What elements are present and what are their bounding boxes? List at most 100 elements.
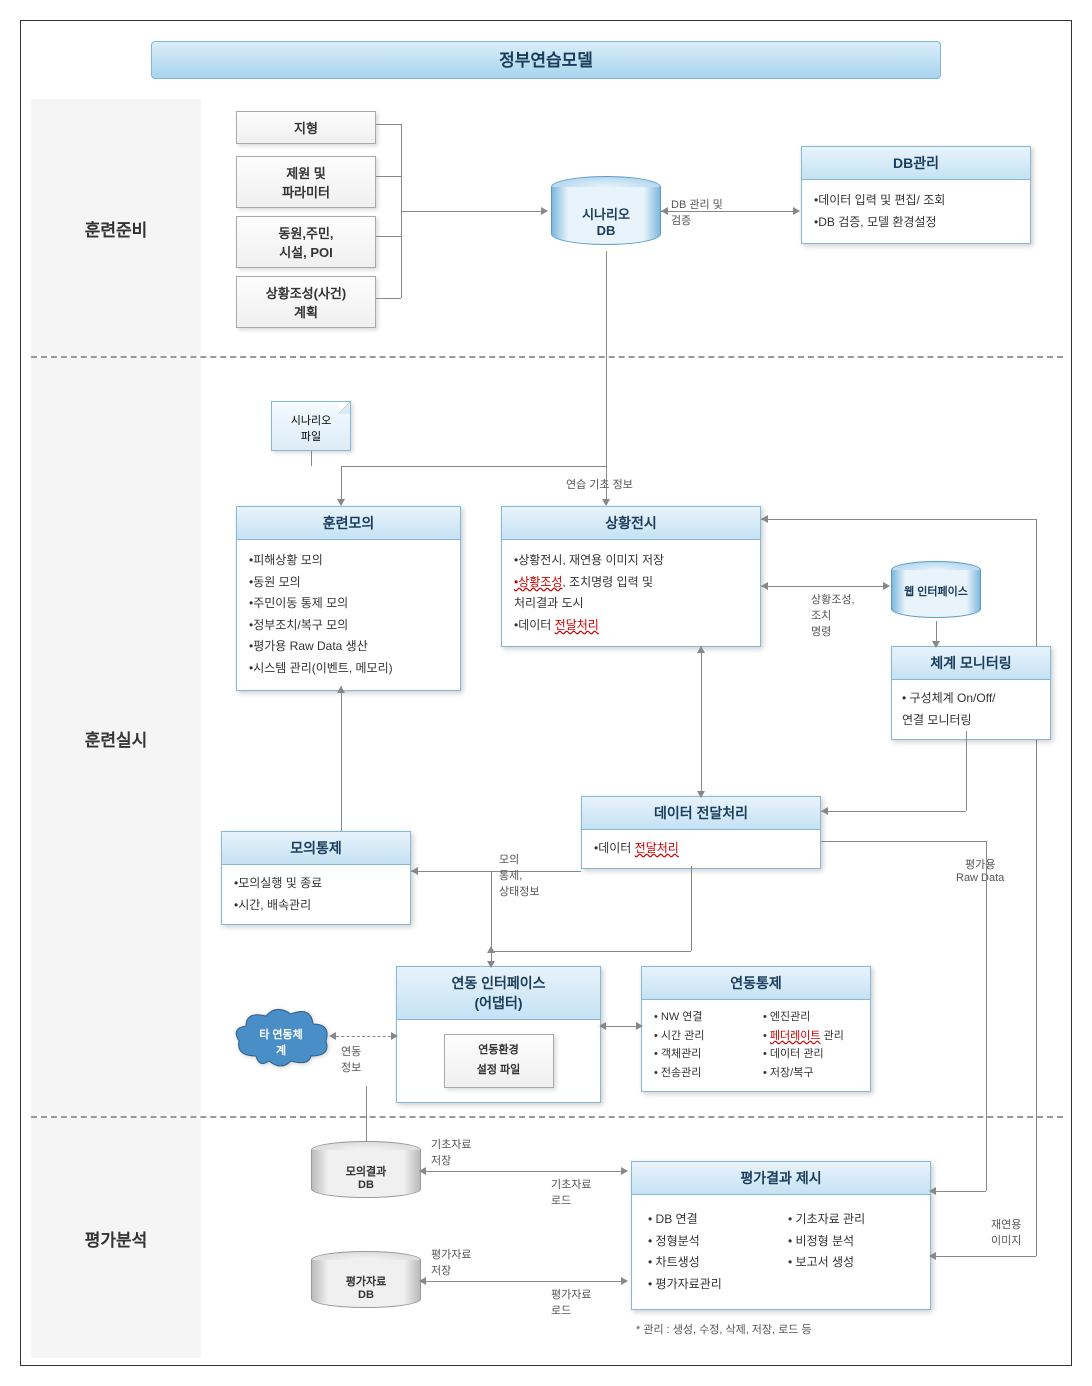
conn-rawdata-eval (931, 1191, 986, 1192)
lc-r3: • 데이터 관리 (763, 1045, 858, 1064)
conn-ib3 (376, 236, 401, 237)
conn-ib1 (376, 124, 401, 125)
conn-evaldb-eval (421, 1281, 626, 1282)
conn-disp-web (761, 586, 886, 587)
arr-db-to-mgmt-l (661, 207, 668, 215)
lc-l4: • 전송관리 (654, 1064, 749, 1083)
link-interface-panel: 연동 인터페이스 (어댑터) 연동환경 설정 파일 (396, 966, 601, 1103)
data-transfer-title: 데이터 전달처리 (582, 797, 820, 830)
data-transfer-panel: 데이터 전달처리 •데이터 전달처리 (581, 796, 821, 869)
edge-eval-load: 평가자료 로드 (551, 1286, 591, 1318)
sim-control-title: 모의통제 (222, 832, 410, 865)
conn-rawdata-down (986, 841, 987, 1191)
arr-replay-eval (929, 1252, 936, 1260)
er-r3: • 보고서 생성 (788, 1252, 914, 1274)
train-sim-i1: •피해상황 모의 (249, 550, 448, 572)
section-3-label: 평가분석 (31, 1226, 201, 1251)
conn-mon-dt (821, 811, 966, 812)
arr-rawdata-eval (929, 1187, 936, 1195)
train-sim-i3: •주민이동 통제 모의 (249, 593, 448, 615)
arr-linkif-linkctrl-l (599, 1022, 606, 1030)
section-1-label: 훈련준비 (31, 216, 201, 241)
data-transfer-i1: •데이터 전달처리 (594, 838, 808, 860)
sim-ctrl-i2: •시간, 배속관리 (234, 895, 398, 917)
eval-data-db: 평가자료 DB (311, 1251, 421, 1311)
situ-disp-i2: •상황조성, 조치명령 입력 및 처리결과 도시 (514, 572, 748, 615)
footnote: * 관리 : 생성, 수정, 삭제, 저장, 로드 등 (636, 1321, 812, 1337)
link-env-file: 연동환경 설정 파일 (444, 1034, 554, 1088)
train-sim-i4: •정부조치/복구 모의 (249, 615, 448, 637)
web-interface-db: 웹 인터페이스 (891, 561, 981, 621)
conn-disp-top-right-down (1036, 519, 1037, 1256)
diagram-canvas: 정부연습모델 훈련준비 훈련실시 평가분석 지형 제원 및 파라미터 동원,주민… (20, 20, 1072, 1366)
conn-ib4 (376, 298, 401, 299)
conn-cloud-linkif (331, 1036, 396, 1037)
arr-cloud-r (391, 1032, 398, 1040)
er-l2: • 정형분석 (648, 1231, 774, 1253)
conn-db-branch-left-down (341, 466, 342, 501)
train-sim-i6: •시스템 관리(이벤트, 메모리) (249, 658, 448, 680)
arr-evaldb-eval-l (419, 1277, 426, 1285)
arr-db-to-mgmt-r (793, 207, 800, 215)
situation-display-title: 상황전시 (502, 507, 760, 540)
link-if-title: 연동 인터페이스 (어댑터) (397, 967, 600, 1020)
conn-dt-rawdata (821, 841, 986, 842)
edge-eval-save: 평가자료 저장 (431, 1246, 471, 1278)
edge-raw-data: 평가용 Raw Data (956, 856, 1004, 884)
conn-inputs-to-db (401, 211, 541, 212)
lc-r4: • 저장/복구 (763, 1064, 858, 1083)
eval-result-title: 평가결과 제시 (632, 1162, 930, 1195)
arr-disp-dt (697, 791, 705, 798)
conn-disp-top-right (761, 519, 1036, 520)
db-mgmt-item-2: •DB 검증, 모델 환경설정 (814, 212, 1018, 234)
link-control-panel: 연동통제 • NW 연결 • 시간 관리 • 객체관리 • 전송관리 • 엔진관… (641, 966, 871, 1092)
conn-mon-dt-v (966, 731, 967, 811)
conn-replay-eval (931, 1256, 1036, 1257)
arr-db-to-sim (337, 499, 345, 506)
arr-mon-dt (821, 807, 828, 815)
arr-simdb-eval-l (419, 1167, 426, 1175)
db-mgmt-panel: DB관리 •데이터 입력 및 편집/ 조회 •DB 검증, 모델 환경설정 (801, 146, 1031, 244)
sys-mon-i1: • 구성체계 On/Off/ 연결 모니터링 (902, 688, 1040, 731)
edge-base-save: 기초자료 저장 (431, 1136, 471, 1168)
lc-l3: • 객체관리 (654, 1045, 749, 1064)
situation-display-panel: 상황전시 •상황전시, 재연용 이미지 저장 •상황조성, 조치명령 입력 및 … (501, 506, 761, 647)
conn-dt-linkif-h (491, 951, 691, 952)
conn-ctrl-dt-v (491, 871, 492, 951)
conn-simdb-eval (421, 1171, 626, 1172)
conn-simdb-up (366, 1086, 367, 1141)
input-box-situation: 상황조성(사건) 계획 (236, 276, 376, 328)
scenario-file-doc: 시나리오 파일 (271, 401, 351, 451)
train-sim-i5: •평가용 Raw Data 생산 (249, 636, 448, 658)
link-ctrl-title: 연동통제 (642, 967, 870, 1000)
er-r2: • 비정형 분석 (788, 1231, 914, 1253)
conn-sim-down-to-ctrl (341, 686, 342, 831)
er-r1: • 기초자료 관리 (788, 1209, 914, 1231)
section-2-label: 훈련실시 (31, 726, 201, 751)
lc-r2: • 페더레이트 관리 (763, 1027, 858, 1046)
lc-r1: • 엔진관리 (763, 1008, 858, 1027)
arr-dt-linkif-d (487, 961, 495, 968)
arr-inputs-to-db (541, 207, 548, 215)
edge-replay-img: 재연용 이미지 (991, 1216, 1021, 1248)
er-l4: • 평가자료관리 (648, 1274, 774, 1296)
sim-result-db: 모의결과 DB (311, 1141, 421, 1201)
arr-linkif-linkctrl-r (636, 1022, 643, 1030)
situ-disp-i1: •상황전시, 재연용 이미지 저장 (514, 550, 748, 572)
conn-db-down (606, 251, 607, 466)
arr-simdb-eval-r (621, 1167, 628, 1175)
db-mgmt-item-1: •데이터 입력 및 편집/ 조회 (814, 190, 1018, 212)
arr-dt-disp (697, 646, 705, 653)
input-box-terrain: 지형 (236, 111, 376, 144)
system-monitoring-panel: 체계 모니터링 • 구성체계 On/Off/ 연결 모니터링 (891, 646, 1051, 740)
arr-evaldb-eval-r (621, 1277, 628, 1285)
db-mgmt-title: DB관리 (802, 147, 1030, 180)
arr-web-mon (932, 641, 940, 648)
conn-db-branch-left (341, 466, 607, 467)
lc-l1: • NW 연결 (654, 1008, 749, 1027)
input-box-mobilize: 동원,주민, 시설, POI (236, 216, 376, 268)
sys-mon-title: 체계 모니터링 (892, 647, 1050, 680)
arr-disp-web-l (761, 582, 768, 590)
conn-disp-dt-down (701, 646, 702, 796)
scenario-db: 시나리오 DB (551, 176, 661, 251)
